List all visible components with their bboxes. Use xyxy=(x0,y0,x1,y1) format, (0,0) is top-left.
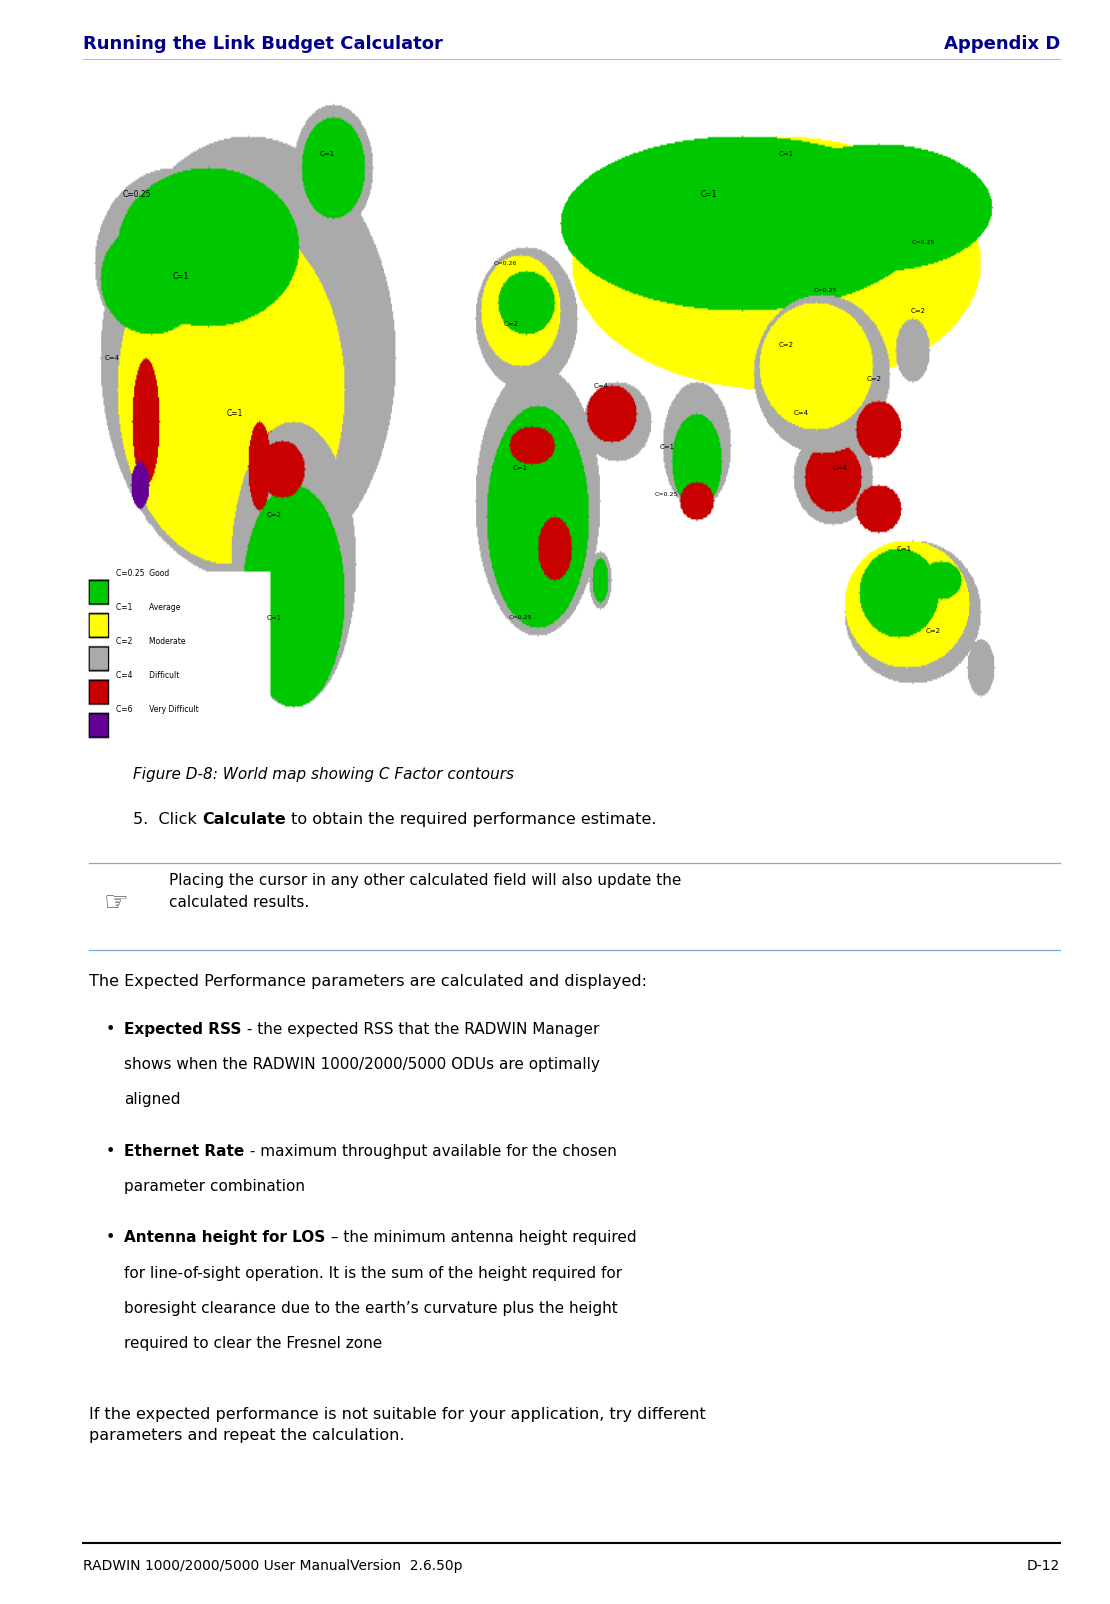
Text: C=2: C=2 xyxy=(926,629,940,634)
Text: C=4: C=4 xyxy=(594,383,608,388)
Text: C=2       Moderate: C=2 Moderate xyxy=(117,637,186,646)
Text: Expected RSS: Expected RSS xyxy=(124,1022,242,1036)
Text: C=2: C=2 xyxy=(504,321,518,327)
Text: C=1: C=1 xyxy=(700,191,717,199)
Text: C=0.25  Good: C=0.25 Good xyxy=(117,569,170,577)
Text: C=4: C=4 xyxy=(794,411,809,415)
Text: 5.  Click: 5. Click xyxy=(133,812,202,826)
Text: required to clear the Fresnel zone: required to clear the Fresnel zone xyxy=(124,1336,383,1351)
Text: Running the Link Budget Calculator: Running the Link Budget Calculator xyxy=(83,35,443,53)
Text: C=0.25: C=0.25 xyxy=(655,492,678,497)
Text: •: • xyxy=(105,1022,114,1036)
Text: shows when the RADWIN 1000/2000/5000 ODUs are optimally: shows when the RADWIN 1000/2000/5000 ODU… xyxy=(124,1057,601,1071)
Text: to obtain the required performance estimate.: to obtain the required performance estim… xyxy=(286,812,656,826)
Text: C=2: C=2 xyxy=(911,308,926,314)
Text: - maximum throughput available for the chosen: - maximum throughput available for the c… xyxy=(244,1144,616,1158)
Text: C=1: C=1 xyxy=(779,151,794,157)
Text: C=1: C=1 xyxy=(659,444,675,451)
Text: C=1: C=1 xyxy=(226,409,243,417)
Text: aligned: aligned xyxy=(124,1092,181,1107)
Text: C=1: C=1 xyxy=(896,547,911,552)
Text: C=1       Average: C=1 Average xyxy=(117,603,181,611)
Text: C=1: C=1 xyxy=(320,151,335,157)
Text: The Expected Performance parameters are calculated and displayed:: The Expected Performance parameters are … xyxy=(89,974,647,988)
Text: Ethernet Rate: Ethernet Rate xyxy=(124,1144,244,1158)
Text: C=4: C=4 xyxy=(105,356,120,361)
Text: Calculate: Calculate xyxy=(202,812,286,826)
Text: C=0.25: C=0.25 xyxy=(123,191,151,199)
Text: C=1: C=1 xyxy=(266,614,281,621)
Text: C=4: C=4 xyxy=(832,465,848,470)
Text: parameter combination: parameter combination xyxy=(124,1179,305,1193)
Text: C=0.25: C=0.25 xyxy=(911,241,935,245)
Text: boresight clearance due to the earth’s curvature plus the height: boresight clearance due to the earth’s c… xyxy=(124,1301,618,1315)
Text: RADWIN 1000/2000/5000 User ManualVersion  2.6.50p: RADWIN 1000/2000/5000 User ManualVersion… xyxy=(83,1559,463,1574)
Text: Figure D-8: World map showing C Factor contours: Figure D-8: World map showing C Factor c… xyxy=(133,767,514,781)
Text: C=2: C=2 xyxy=(266,512,281,518)
Text: •: • xyxy=(105,1144,114,1158)
Text: C=1: C=1 xyxy=(173,273,189,281)
Text: C=0.26: C=0.26 xyxy=(494,260,517,266)
Text: - the expected RSS that the RADWIN Manager: - the expected RSS that the RADWIN Manag… xyxy=(242,1022,599,1036)
Text: Appendix D: Appendix D xyxy=(944,35,1060,53)
Text: C=1: C=1 xyxy=(513,465,527,470)
Text: D-12: D-12 xyxy=(1027,1559,1060,1574)
Text: for line-of-sight operation. It is the sum of the height required for: for line-of-sight operation. It is the s… xyxy=(124,1266,623,1280)
Text: ☞: ☞ xyxy=(104,889,129,917)
Text: C=0.25: C=0.25 xyxy=(814,287,837,294)
Text: C=6       Very Difficult: C=6 Very Difficult xyxy=(117,706,199,714)
Text: C=2: C=2 xyxy=(867,375,882,382)
Text: – the minimum antenna height required: – the minimum antenna height required xyxy=(325,1230,636,1245)
Text: C=0.25: C=0.25 xyxy=(508,614,532,621)
Text: •: • xyxy=(105,1230,114,1245)
Text: C=4       Difficult: C=4 Difficult xyxy=(117,670,180,680)
Text: Antenna height for LOS: Antenna height for LOS xyxy=(124,1230,325,1245)
Text: If the expected performance is not suitable for your application, try different
: If the expected performance is not suita… xyxy=(89,1407,706,1442)
Text: C=2: C=2 xyxy=(779,342,794,348)
Text: Placing the cursor in any other calculated field will also update the
calculated: Placing the cursor in any other calculat… xyxy=(169,873,682,909)
